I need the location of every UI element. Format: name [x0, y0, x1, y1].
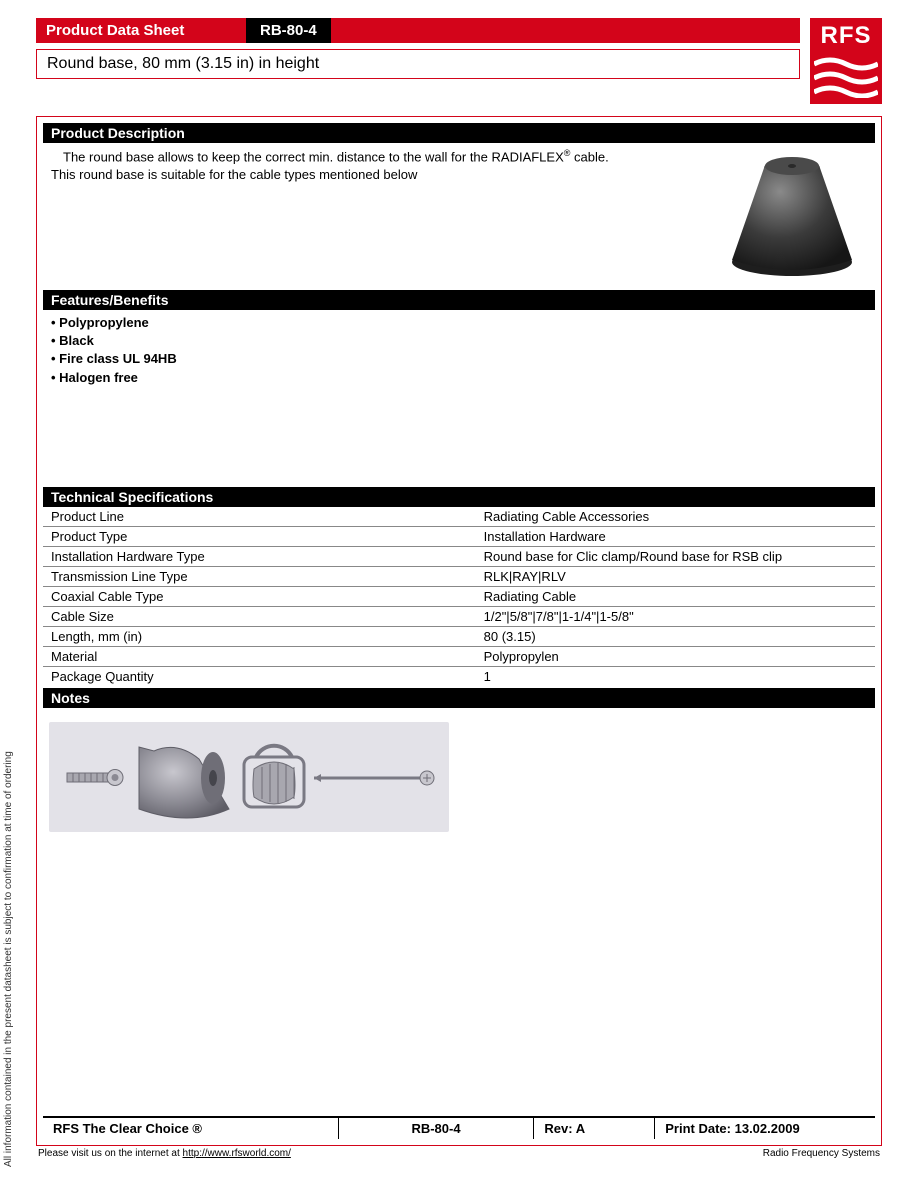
spec-value: Polypropylen	[476, 646, 875, 666]
logo-text: RFS	[810, 18, 882, 52]
feature-item: Polypropylene	[51, 314, 867, 332]
desc-line1-pre: The round base allows to keep the correc…	[63, 149, 564, 164]
description-row: The round base allows to keep the correc…	[43, 143, 875, 290]
spec-value: RLK|RAY|RLV	[476, 566, 875, 586]
table-row: Cable Size1/2"|5/8"|7/8"|1-1/4"|1-5/8"	[43, 606, 875, 626]
spec-label: Coaxial Cable Type	[43, 586, 476, 606]
footer-rev: Rev: A	[534, 1118, 655, 1139]
rfs-logo: RFS	[810, 18, 882, 104]
spec-table: Product LineRadiating Cable AccessoriesP…	[43, 507, 875, 686]
feature-item: Black	[51, 332, 867, 350]
description-text: The round base allows to keep the correc…	[51, 147, 707, 282]
table-row: Product LineRadiating Cable Accessories	[43, 507, 875, 527]
spec-value: Radiating Cable Accessories	[476, 507, 875, 527]
spec-label: Product Type	[43, 526, 476, 546]
spec-label: Cable Size	[43, 606, 476, 626]
content-frame: Product Description The round base allow…	[36, 116, 882, 1146]
spec-value: 1/2"|5/8"|7/8"|1-1/4"|1-5/8"	[476, 606, 875, 626]
sheet-title: Product Data Sheet	[46, 22, 246, 39]
table-row: Product TypeInstallation Hardware	[43, 526, 875, 546]
spec-label: Product Line	[43, 507, 476, 527]
section-description-heading: Product Description	[43, 123, 875, 143]
visit-link[interactable]: http://www.rfsworld.com/	[183, 1148, 291, 1159]
spec-label: Package Quantity	[43, 666, 476, 686]
header: Product Data Sheet RB-80-4 Round base, 8…	[36, 18, 882, 104]
feature-item: Fire class UL 94HB	[51, 350, 867, 368]
page: Product Data Sheet RB-80-4 Round base, 8…	[36, 0, 882, 1159]
desc-line1-post: cable.	[570, 149, 608, 164]
spec-label: Transmission Line Type	[43, 566, 476, 586]
section-notes-heading: Notes	[43, 688, 875, 708]
table-row: Length, mm (in)80 (3.15)	[43, 626, 875, 646]
footer-table: RFS The Clear Choice ® RB-80-4 Rev: A Pr…	[43, 1116, 875, 1139]
spec-label: Material	[43, 646, 476, 666]
installation-figure	[49, 722, 449, 832]
footer-tagline: RFS The Clear Choice ®	[43, 1118, 339, 1139]
table-row: MaterialPolypropylen	[43, 646, 875, 666]
table-row: Installation Hardware TypeRound base for…	[43, 546, 875, 566]
logo-waves-icon	[810, 52, 882, 104]
footer-print-date: Print Date: 13.02.2009	[655, 1118, 875, 1139]
company-name: Radio Frequency Systems	[763, 1148, 880, 1159]
cone-side-icon	[139, 747, 229, 818]
footer-code: RB-80-4	[339, 1118, 535, 1139]
subtitle: Round base, 80 mm (3.15 in) in height	[36, 49, 800, 79]
table-row: Package Quantity1	[43, 666, 875, 686]
spec-value: Radiating Cable	[476, 586, 875, 606]
desc-line2: This round base is suitable for the cabl…	[51, 166, 707, 184]
table-row: Coaxial Cable TypeRadiating Cable	[43, 586, 875, 606]
visit-text: Please visit us on the internet at	[38, 1148, 183, 1159]
spec-value: 80 (3.15)	[476, 626, 875, 646]
table-row: Transmission Line TypeRLK|RAY|RLV	[43, 566, 875, 586]
spec-label: Length, mm (in)	[43, 626, 476, 646]
screw-icon	[314, 771, 434, 785]
spec-label: Installation Hardware Type	[43, 546, 476, 566]
header-bars: Product Data Sheet RB-80-4 Round base, 8…	[36, 18, 800, 79]
spec-value: Installation Hardware	[476, 526, 875, 546]
anchor-icon	[67, 770, 123, 786]
spec-value: Round base for Clic clamp/Round base for…	[476, 546, 875, 566]
product-code: RB-80-4	[246, 18, 331, 43]
clamp-icon	[244, 746, 304, 807]
section-specs-heading: Technical Specifications	[43, 487, 875, 507]
title-bar: Product Data Sheet RB-80-4	[36, 18, 800, 43]
product-cone-icon	[717, 147, 867, 282]
features-list: Polypropylene Black Fire class UL 94HB H…	[43, 310, 875, 487]
bottom-line: Please visit us on the internet at http:…	[36, 1148, 882, 1159]
confirmation-note: All information contained in the present…	[3, 751, 14, 1167]
section-features-heading: Features/Benefits	[43, 290, 875, 310]
feature-item: Halogen free	[51, 369, 867, 387]
spec-value: 1	[476, 666, 875, 686]
